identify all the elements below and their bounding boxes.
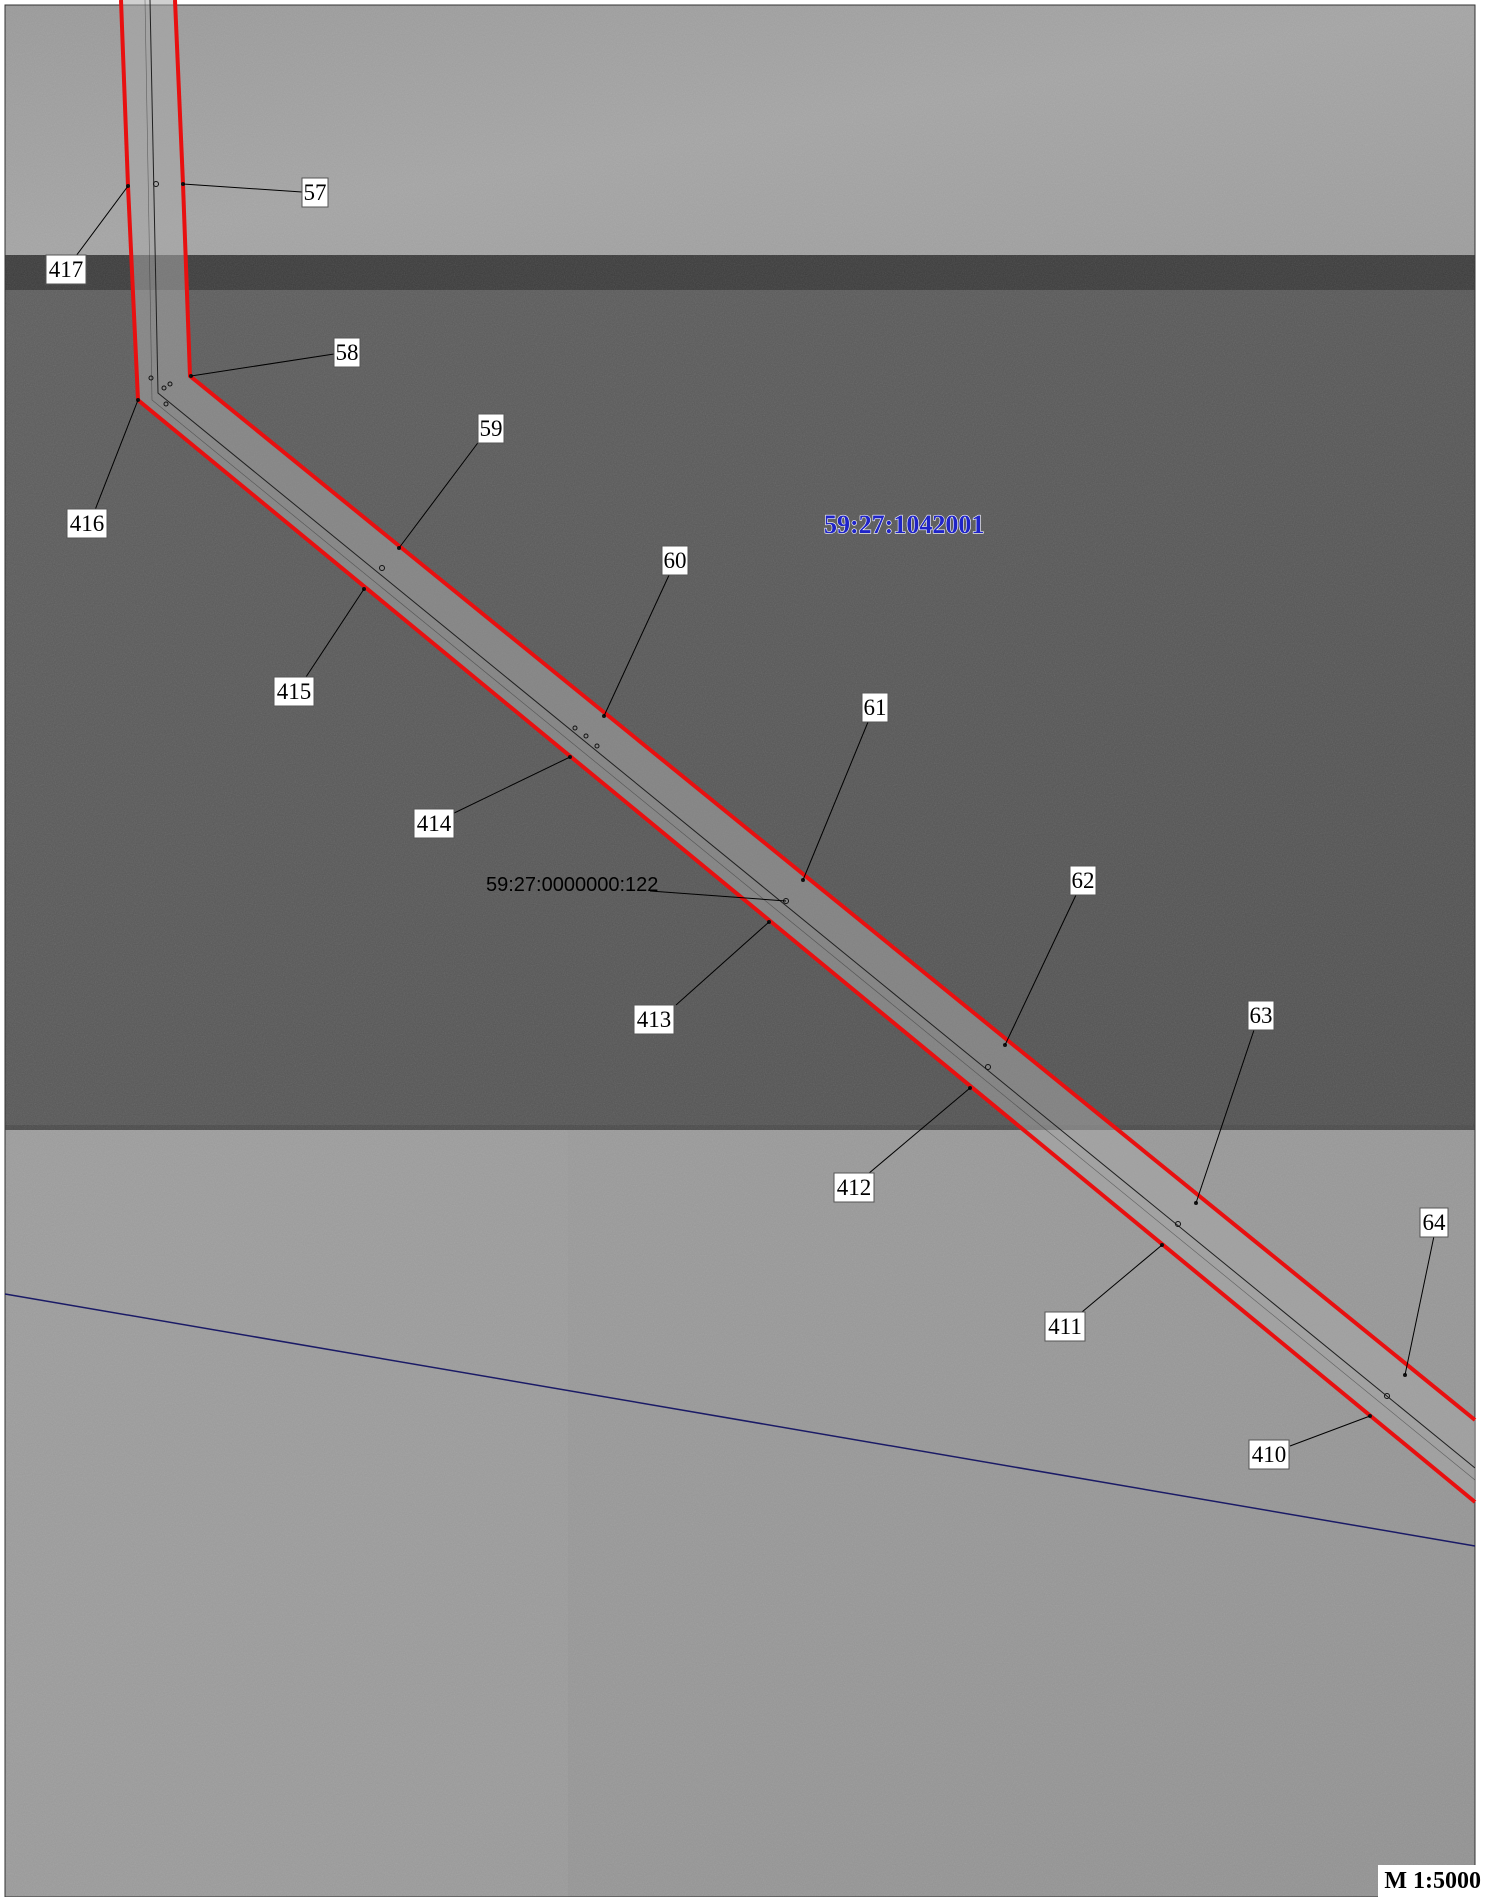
point-label-413: 413 <box>633 1004 675 1035</box>
point-label-412: 412 <box>833 1172 875 1203</box>
leader-line <box>1195 1029 1255 1204</box>
svg-text:416: 416 <box>70 511 105 536</box>
point-label-411: 411 <box>1044 1311 1086 1342</box>
point-label-60: 60 <box>661 545 689 576</box>
svg-text:417: 417 <box>49 257 84 282</box>
map-frame <box>4 4 1476 1897</box>
point-label-63: 63 <box>1247 1000 1275 1031</box>
parcel-number-label: 59:27:0000000:122 <box>486 874 658 896</box>
point-label-61: 61 <box>861 692 889 723</box>
axis-marker <box>167 381 173 387</box>
leader-line <box>303 588 365 681</box>
svg-text:59: 59 <box>480 416 503 441</box>
leader-line <box>182 183 303 193</box>
axis-marker <box>594 743 600 749</box>
leader-line <box>1081 1244 1163 1313</box>
leader-line <box>398 439 481 549</box>
svg-text:60: 60 <box>664 548 687 573</box>
axis-marker <box>572 725 578 731</box>
point-label-58: 58 <box>333 337 361 368</box>
point-label-62: 62 <box>1069 865 1097 896</box>
point-label-57: 57 <box>301 177 329 208</box>
svg-text:410: 410 <box>1252 1442 1287 1467</box>
axis-markers <box>148 181 1390 1399</box>
point-labels: 57 58 59 60 61 62 <box>45 177 1449 1470</box>
axis-marker <box>985 1064 991 1070</box>
scale-label: M 1:5000 <box>1378 1865 1485 1897</box>
point-label-64: 64 <box>1419 1207 1449 1238</box>
svg-text:412: 412 <box>837 1175 872 1200</box>
leader-line <box>447 756 571 817</box>
axis-marker <box>161 385 167 391</box>
point-label-416: 416 <box>66 508 108 539</box>
axis-marker <box>379 565 385 571</box>
leader-line <box>675 921 770 1006</box>
leader-line <box>1289 1415 1371 1447</box>
leader-line <box>802 721 869 881</box>
point-label-417: 417 <box>45 254 87 285</box>
parcel-boundary-right <box>173 0 1477 1422</box>
axis-marker <box>148 375 154 381</box>
point-label-415: 415 <box>273 676 315 707</box>
svg-text:64: 64 <box>1423 1210 1447 1235</box>
leader-lines <box>75 183 1435 1447</box>
road-axis-line-2 <box>144 0 1476 1481</box>
leader-line <box>867 1087 971 1175</box>
road-axis-line <box>149 0 1476 1469</box>
leader-line <box>1004 894 1077 1046</box>
axis-marker <box>153 181 159 187</box>
point-label-59: 59 <box>477 413 505 444</box>
svg-text:63: 63 <box>1250 1003 1273 1028</box>
point-label-410: 410 <box>1248 1439 1290 1470</box>
svg-text:57: 57 <box>304 180 327 205</box>
svg-text:414: 414 <box>417 811 452 836</box>
svg-text:61: 61 <box>864 695 887 720</box>
svg-text:62: 62 <box>1072 868 1095 893</box>
block-number-label: 59:27:1042001 <box>824 510 984 539</box>
leader-line <box>75 185 129 257</box>
svg-text:413: 413 <box>637 1007 672 1032</box>
leader-line <box>190 353 335 377</box>
svg-text:411: 411 <box>1048 1314 1082 1339</box>
point-label-414: 414 <box>413 808 455 839</box>
axis-marker <box>1175 1221 1181 1227</box>
road-corridor <box>121 0 1475 1502</box>
leader-line <box>603 572 671 717</box>
parcel-leader-line <box>649 890 787 902</box>
axis-marker <box>583 733 589 739</box>
axis-marker <box>163 401 169 407</box>
leader-line <box>94 399 139 511</box>
imagery-texture <box>5 5 1475 1897</box>
leader-line <box>1404 1235 1435 1376</box>
axis-marker <box>1384 1393 1390 1399</box>
svg-text:415: 415 <box>277 679 312 704</box>
svg-text:58: 58 <box>336 340 359 365</box>
block-boundary-line <box>4 1293 1476 1547</box>
parcel-boundary-left <box>119 0 1477 1504</box>
